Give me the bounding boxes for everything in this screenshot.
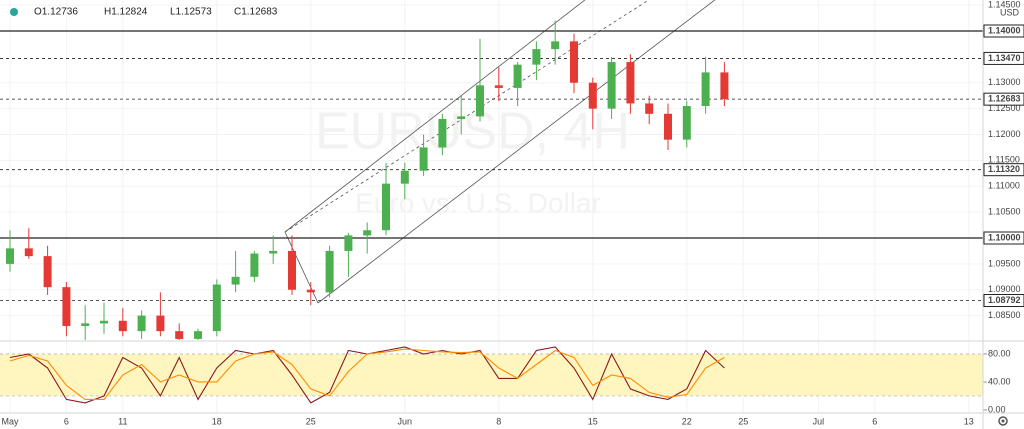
level-label-box (983, 92, 1024, 106)
candle-body (212, 284, 221, 332)
candle-body (43, 256, 52, 288)
x-tick-label: 15 (588, 416, 598, 426)
x-tick-label: 6 (64, 416, 69, 426)
ohlc-open: O1.12736 (34, 7, 78, 18)
candle-body (682, 106, 691, 140)
x-tick-label: 6 (872, 416, 877, 426)
channel-upper (284, 0, 586, 233)
x-tick-label: 25 (306, 416, 316, 426)
x-tick-label: Jul (813, 416, 825, 426)
settings-icon[interactable] (998, 416, 1008, 426)
candle-body (400, 170, 409, 184)
x-tick-label: May (1, 416, 19, 426)
candle-body (607, 62, 616, 109)
candle-body (588, 82, 597, 109)
grid (0, 0, 983, 413)
candle-body (532, 49, 541, 65)
level-label: 1.10000 (988, 232, 1021, 242)
candle-body (231, 276, 240, 285)
candle-body (137, 315, 146, 332)
level-label-box (983, 231, 1024, 245)
y-tick-label: 1.11000 (988, 181, 1020, 191)
trend-channel (284, 0, 716, 304)
candle-body (24, 248, 33, 257)
x-tick-label: 25 (738, 416, 748, 426)
x-tick-label: Jun (398, 416, 413, 426)
candle-body (720, 72, 729, 100)
x-tick-label: 8 (496, 416, 501, 426)
osc-tick-label: 40.00 (988, 376, 1011, 386)
oscillator-band (0, 353, 983, 396)
candle-body (62, 287, 71, 326)
watermark-symbol: EURUSD, 4H (315, 103, 630, 161)
currency-label: USD (1000, 7, 1020, 17)
candle-body (551, 41, 560, 50)
candle-body (306, 289, 315, 293)
channel-mid (284, 0, 650, 233)
levels (0, 30, 983, 301)
x-tick-label: 11 (118, 416, 127, 426)
candle-body (419, 147, 428, 171)
level-label: 1.14000 (988, 25, 1021, 35)
level-label-box (983, 24, 1024, 38)
level-label-box (983, 51, 1024, 65)
candle-body (194, 331, 202, 339)
y-tick-label: 1.09500 (988, 258, 1021, 268)
y-tick-label: 1.11500 (988, 155, 1020, 165)
candle-body (344, 235, 353, 251)
candle-body (325, 250, 334, 293)
y-tick-label: 1.10500 (988, 206, 1021, 216)
candle-body (175, 331, 184, 339)
candle-body (664, 113, 672, 140)
channel-lower (317, 0, 716, 304)
candle-body (570, 41, 578, 83)
osc-tick-label: 80.00 (988, 348, 1011, 358)
watermark-description: Euro vs. U.S. Dollar (355, 187, 601, 218)
osc-tick-label: 0.00 (988, 404, 1006, 414)
candles (6, 20, 729, 340)
x-tick-label: 22 (682, 416, 692, 426)
level-label: 1.08792 (988, 295, 1021, 305)
candle-body (288, 250, 296, 290)
candle-body (6, 248, 14, 264)
y-tick-label: 1.08500 (988, 310, 1021, 320)
candle-body (118, 320, 127, 332)
candle-body (626, 62, 635, 104)
oscillator (0, 346, 987, 411)
y-tick-label: 1.12000 (988, 129, 1021, 139)
candle-body (438, 118, 447, 148)
candle-body (100, 320, 108, 324)
ohlc-high: H1.12824 (104, 7, 148, 18)
level-label: 1.11320 (988, 164, 1020, 174)
y-tick-label: 1.12500 (988, 103, 1021, 113)
level-label: 1.13470 (988, 53, 1021, 63)
level-label-box (983, 294, 1024, 308)
y-tick-label: 1.09000 (988, 284, 1021, 294)
candle-body (382, 183, 390, 231)
settings-gear[interactable] (998, 416, 1008, 426)
candle-body (701, 72, 710, 107)
y-tick-label: 1.14500 (988, 0, 1021, 9)
x-tick-label: 18 (212, 416, 222, 426)
level-label: 1.12683 (988, 94, 1021, 104)
candle-body (269, 250, 278, 254)
market-status-icon[interactable] (10, 8, 18, 16)
oscillator-line (9, 348, 725, 400)
candle-body (363, 230, 372, 236)
candle-body (81, 323, 90, 326)
candle-body (476, 85, 484, 117)
candle-body (156, 315, 165, 332)
candle-body (513, 64, 522, 88)
settings-hub[interactable] (1001, 419, 1005, 423)
candle-body (457, 116, 466, 119)
ohlc-close: C1.12683 (234, 7, 278, 18)
candle-body (250, 253, 259, 277)
candle-body (494, 85, 503, 88)
ohlc-low: L1.12573 (170, 7, 212, 18)
candle-body (645, 103, 654, 114)
x-tick-label: 13 (964, 416, 974, 426)
level-label-box (983, 163, 1024, 177)
y-tick-label: 1.13000 (988, 77, 1021, 87)
